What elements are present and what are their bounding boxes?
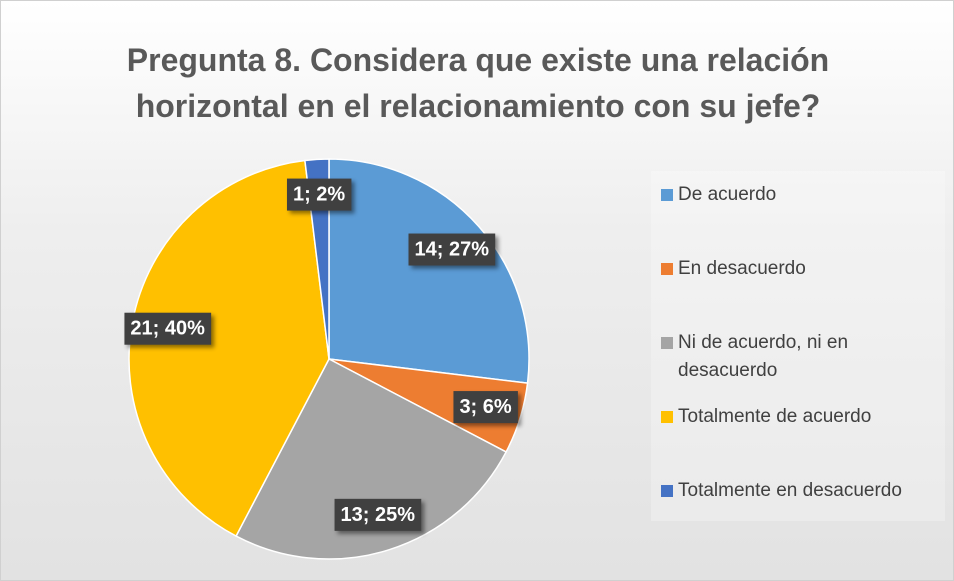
legend-swatch bbox=[661, 189, 673, 201]
data-label-text: 14; 27% bbox=[415, 239, 490, 261]
legend-swatch bbox=[661, 337, 673, 349]
legend-label: Totalmente en desacuerdo bbox=[678, 480, 902, 501]
data-label-text: 21; 40% bbox=[130, 318, 205, 340]
data-label-box bbox=[124, 312, 212, 345]
data-label-box bbox=[286, 178, 352, 211]
legend-swatch bbox=[661, 411, 673, 423]
legend-item: De acuerdo bbox=[661, 181, 941, 209]
legend-label: Ni de acuerdo, ni en desacuerdo bbox=[678, 332, 849, 381]
chart-title: Pregunta 8. Considera que existe una rel… bbox=[126, 42, 830, 124]
legend-item: Totalmente de acuerdo bbox=[661, 403, 941, 431]
data-label-text: 1; 2% bbox=[293, 184, 345, 206]
data-label: 13; 25% bbox=[334, 498, 422, 531]
legend-label: En desacuerdo bbox=[678, 258, 806, 279]
legend-item: En desacuerdo bbox=[661, 255, 941, 283]
data-label-box bbox=[453, 391, 518, 424]
data-label-text: 13; 25% bbox=[341, 504, 416, 526]
legend-swatch bbox=[661, 485, 673, 497]
pie-slice bbox=[328, 158, 530, 384]
data-label-text: 3; 6% bbox=[459, 396, 511, 418]
data-label: 1; 2% bbox=[286, 178, 352, 211]
data-label: 3; 6% bbox=[453, 391, 518, 424]
data-label-box bbox=[334, 498, 422, 531]
legend-label: De acuerdo bbox=[678, 184, 777, 205]
legend-swatch bbox=[661, 263, 673, 275]
legend-item: Ni de acuerdo, ni en desacuerdo bbox=[661, 329, 941, 385]
data-label: 21; 40% bbox=[124, 312, 212, 345]
legend-item: Totalmente en desacuerdo bbox=[661, 477, 941, 505]
legend: De acuerdo En desacuerdo Ni de acuerdo, ni… bbox=[651, 171, 945, 521]
legend-label: Totalmente de acuerdo bbox=[678, 406, 872, 427]
data-label: 14; 27% bbox=[408, 233, 496, 266]
data-label-box bbox=[408, 233, 496, 266]
